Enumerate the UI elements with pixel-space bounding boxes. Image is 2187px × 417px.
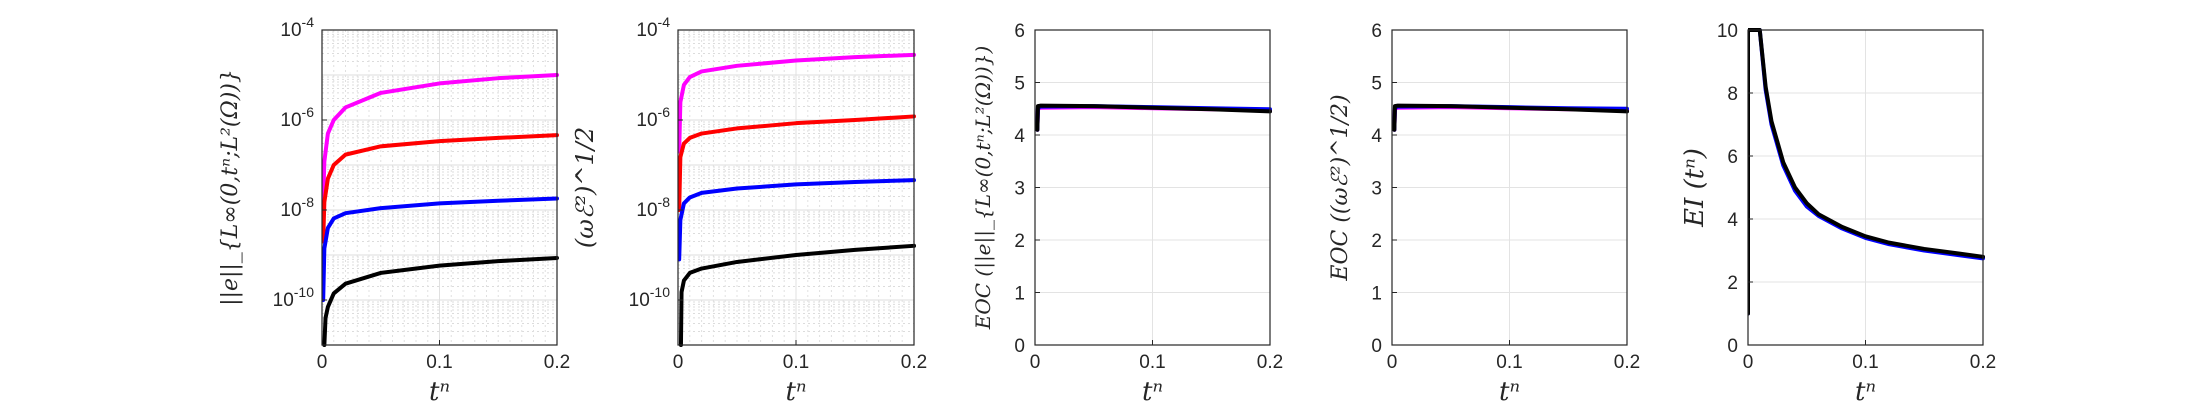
x-tick-label: 0.1: [783, 352, 809, 373]
y-tick-label: 10-4: [280, 14, 314, 41]
y-tick-label: 0: [1371, 336, 1382, 357]
x-axis-label: tⁿ: [429, 377, 450, 407]
y-axis-label: EI (tⁿ): [1680, 148, 1710, 228]
y-tick-base: 10: [280, 110, 301, 131]
y-tick-exponent: -10: [294, 284, 314, 300]
x-axis-label: tⁿ: [1499, 377, 1520, 407]
y-tick-label: 1: [1371, 284, 1382, 305]
x-tick-label: 0.2: [1257, 352, 1283, 373]
x-tick-label: 0.2: [901, 352, 927, 373]
y-tick-exponent: -10: [650, 284, 670, 300]
y-tick-label: 10-8: [636, 194, 670, 221]
y-tick-label: 5: [1014, 74, 1025, 95]
y-tick-base: 10: [629, 290, 650, 311]
y-tick-label: 10-10: [629, 284, 671, 311]
series-line-2: [1748, 28, 1985, 316]
y-tick-label: 4: [1727, 210, 1738, 231]
y-tick-label: 10-6: [636, 104, 670, 131]
y-tick-label: 1: [1014, 284, 1025, 305]
y-axis-label: ||e||_{L∞(0,tⁿ;L²(Ω))}: [218, 69, 243, 306]
y-axis-label: (ωℰ²)^1/2: [571, 127, 599, 248]
y-tick-exponent: -8: [302, 194, 315, 210]
y-tick-label: 2: [1727, 273, 1738, 294]
y-tick-label: 10: [1717, 21, 1738, 42]
y-tick-label: 10-4: [636, 14, 670, 41]
y-tick-base: 10: [636, 110, 657, 131]
x-tick-label: 0.1: [1139, 352, 1165, 373]
y-tick-exponent: -4: [302, 14, 315, 30]
y-tick-label: 2: [1371, 231, 1382, 252]
y-tick-exponent: -6: [658, 104, 671, 120]
series-line-1: [322, 73, 559, 205]
y-tick-label: 8: [1727, 84, 1738, 105]
series-line-3: [678, 178, 916, 262]
series-group: [1035, 103, 1272, 132]
series-line-3: [322, 196, 559, 302]
y-tick-label: 10-6: [280, 104, 314, 131]
grid: [677, 30, 915, 346]
x-tick-label: 0.1: [1496, 352, 1522, 373]
series-line-1: [678, 52, 916, 154]
chart-5: 0 0.1 0.2 0 2 4 6 8 10 tⁿ EI (tⁿ): [1680, 21, 1996, 407]
y-tick-exponent: -6: [302, 104, 315, 120]
y-tick-base: 10: [280, 20, 301, 41]
y-tick-exponent: -8: [658, 194, 671, 210]
series-line-2: [678, 114, 916, 212]
series-group: [1748, 28, 1985, 316]
series-group: [678, 52, 916, 347]
series-group: [322, 73, 559, 347]
x-tick-label: 0: [673, 352, 684, 373]
y-tick-label: 6: [1727, 147, 1738, 168]
x-tick-label: 0.2: [1614, 352, 1640, 373]
series-line-3: [1392, 103, 1629, 132]
y-tick-label: 2: [1014, 231, 1025, 252]
series-group: [1392, 103, 1629, 132]
y-tick-label: 3: [1014, 179, 1025, 200]
y-tick-base: 10: [636, 200, 657, 221]
x-axis-label: tⁿ: [1855, 377, 1876, 407]
y-tick-label: 0: [1014, 336, 1025, 357]
y-tick-label: 6: [1371, 21, 1382, 42]
series-line-2: [322, 133, 559, 244]
x-tick-label: 0: [317, 352, 328, 373]
series-line-4: [678, 243, 916, 347]
x-tick-label: 0.2: [544, 352, 570, 373]
y-tick-base: 10: [273, 290, 294, 311]
x-tick-label: 0.1: [426, 352, 452, 373]
x-axis-label: tⁿ: [786, 377, 807, 407]
x-tick-label: 0: [1387, 352, 1398, 373]
y-tick-label: 10-10: [273, 284, 315, 311]
x-axis-label: tⁿ: [1142, 377, 1163, 407]
series-line-3: [1035, 103, 1272, 132]
series-line-4: [322, 255, 559, 347]
y-tick-base: 10: [636, 20, 657, 41]
chart-1: 0 0.1 0.210-1010-810-610-4tⁿ||e||_{L∞(0,tⁿ…: [218, 14, 570, 407]
y-axis-label: EOC ((ωℰ²)^1/2): [1328, 94, 1353, 281]
x-tick-label: 0.1: [1852, 352, 1878, 373]
grid: [321, 30, 558, 346]
y-tick-exponent: -4: [658, 14, 671, 30]
y-tick-label: 0: [1727, 336, 1738, 357]
y-tick-label: 4: [1014, 126, 1025, 147]
y-tick-label: 10-8: [280, 194, 314, 221]
y-axis-label: EOC (||e||_{L∞(0,tⁿ;L²(Ω))}): [971, 46, 996, 331]
y-tick-label: 3: [1371, 179, 1382, 200]
x-tick-label: 0.2: [1970, 352, 1996, 373]
y-tick-label: 4: [1371, 126, 1382, 147]
x-tick-label: 0: [1030, 352, 1041, 373]
chart-4: 0 0.1 0.2 0 1 2 3 4 5 6 tⁿ EOC ((ωℰ²)^1/2): [1328, 21, 1640, 407]
y-tick-label: 6: [1014, 21, 1025, 42]
y-tick-base: 10: [280, 200, 301, 221]
x-tick-label: 0: [1743, 352, 1754, 373]
y-tick-label: 5: [1371, 74, 1382, 95]
chart-3: 0 0.1 0.2 0 1 2 3 4 5 6 tⁿ EOC (||e||_{L∞(0,tⁿ;L²(Ω…: [971, 21, 1283, 407]
